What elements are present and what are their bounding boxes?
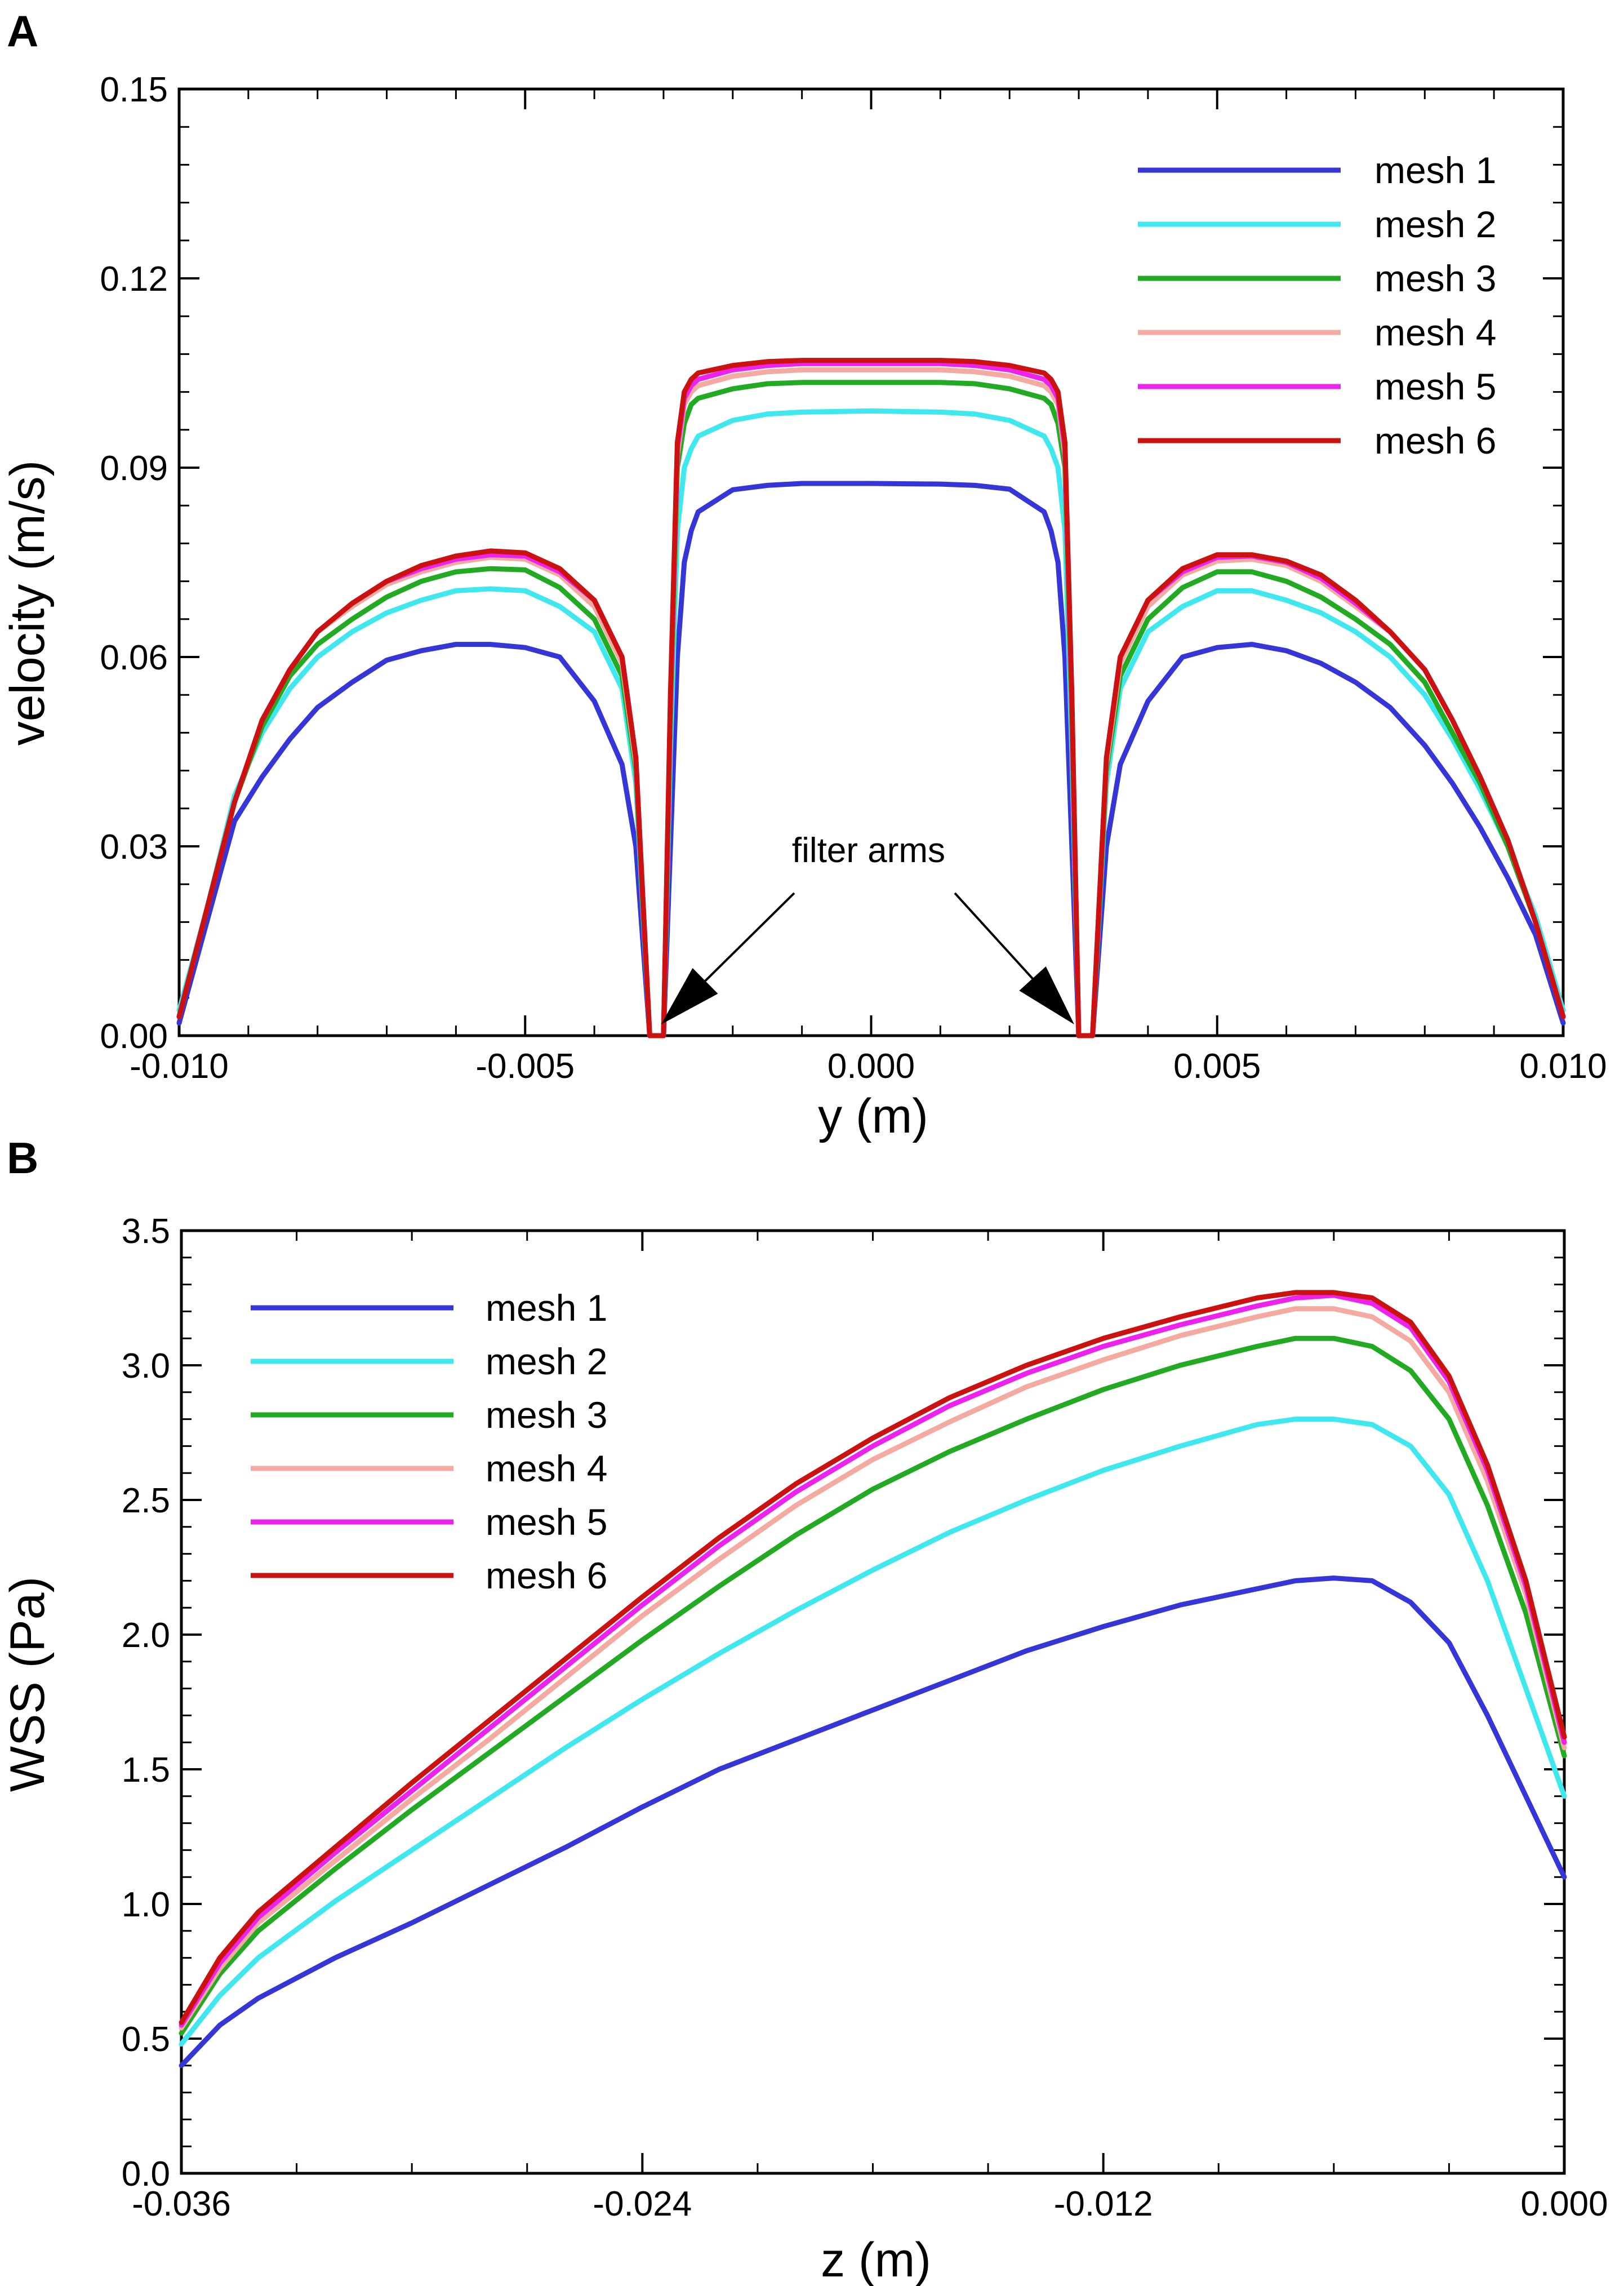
plot-frame [180, 1229, 1566, 2175]
y-tick-label: 1.5 [122, 1751, 170, 1790]
series-line-mesh-3 [179, 1335, 1567, 2036]
x-tick-label: -0.024 [593, 2185, 692, 2223]
panel-a-series [176, 358, 1566, 1038]
legend-label: mesh 2 [486, 1340, 607, 1382]
panel-a-axes: -0.010 -0.005 0.000 0.005 0.010 0.00 0.03 0.06 0… [100, 70, 1607, 1086]
panel-b-y-title: WSS (Pa) [1, 1577, 55, 1792]
legend-label: mesh 3 [1374, 258, 1496, 299]
annotation-arrow-head [661, 967, 718, 1024]
legend-label: mesh 5 [486, 1501, 607, 1543]
y-tick-label: 0.12 [100, 260, 168, 299]
series-line-mesh-6 [179, 1290, 1567, 2025]
y-tick-label: 0.5 [122, 2020, 170, 2059]
legend-label: mesh 6 [1374, 420, 1496, 461]
legend-label: mesh 4 [486, 1448, 607, 1489]
series-line-mesh-2 [176, 408, 1566, 1038]
x-tick-label: 0.010 [1519, 1047, 1607, 1086]
annotation-arrow-shaft [704, 892, 795, 982]
legend-label: mesh 3 [486, 1394, 607, 1436]
legend-label: mesh 1 [486, 1287, 607, 1329]
y-tick-label: 2.0 [122, 1616, 170, 1655]
panel-b-legend: mesh 1 mesh 2 mesh 3 mesh 4 mesh 5 mesh 6 [251, 1287, 607, 1596]
series-line-mesh-5 [176, 361, 1566, 1038]
y-tick-label: 3.5 [122, 1212, 170, 1251]
y-tick-label: 0.06 [100, 638, 168, 677]
panel-a-y-title: velocity (m/s) [1, 460, 55, 745]
annotation-text: filter arms [792, 831, 945, 870]
y-tick-label: 0.00 [100, 1017, 168, 1056]
series-line-mesh-4 [176, 367, 1566, 1038]
panel-a-x-title: y (m) [818, 1089, 928, 1143]
x-tick-label: -0.036 [132, 2185, 231, 2223]
panel-b-x-title: z (m) [821, 2233, 931, 2286]
panel-a: A -0.010 -0.005 0.000 0.005 0.010 0.00 0.03 0.0… [1, 6, 1607, 1143]
series-line-mesh-6 [176, 358, 1566, 1038]
filter-arms-annotation: filter arms [661, 831, 1075, 1024]
y-tick-label: 0.0 [122, 2155, 170, 2194]
legend-label: mesh 1 [1374, 149, 1496, 191]
x-tick-label: -0.010 [130, 1047, 229, 1086]
y-tick-label: 1.0 [122, 1885, 170, 1924]
series-line-mesh-3 [176, 380, 1566, 1038]
annotation-arrow-shaft [954, 892, 1034, 979]
panel-a-legend: mesh 1 mesh 2 mesh 3 mesh 4 mesh 5 mesh 6 [1138, 149, 1496, 461]
x-tick-label: 0.005 [1173, 1047, 1261, 1086]
legend-label: mesh 6 [486, 1555, 607, 1596]
panel-b: B -0.036 -0.024 -0.012 0.000 0.0 0.5 1.0 1.5 2.0… [1, 1133, 1608, 2286]
series-line-mesh-4 [179, 1306, 1567, 2031]
series-line-mesh-1 [179, 1575, 1567, 2069]
series-line-mesh-2 [179, 1417, 1567, 2047]
annotation-arrow-head [1019, 966, 1075, 1024]
y-tick-label: 0.15 [100, 70, 168, 109]
legend-label: mesh 5 [1374, 366, 1496, 407]
y-tick-label: 0.09 [100, 449, 168, 488]
panel-a-label: A [7, 6, 38, 56]
series-line-mesh-1 [176, 481, 1566, 1038]
y-tick-label: 0.03 [100, 828, 168, 867]
panel-b-series [179, 1290, 1567, 2069]
y-tick-label: 2.5 [122, 1481, 170, 1520]
panel-b-label: B [7, 1133, 38, 1183]
x-tick-label: -0.012 [1054, 2185, 1153, 2223]
x-tick-label: 0.000 [1520, 2185, 1608, 2223]
legend-label: mesh 4 [1374, 312, 1496, 353]
series-line-mesh-5 [179, 1293, 1567, 2028]
x-tick-label: -0.005 [475, 1047, 575, 1086]
panel-b-axes: -0.036 -0.024 -0.012 0.000 0.0 0.5 1.0 1.5 2.0 2.… [122, 1212, 1608, 2223]
legend-label: mesh 2 [1374, 203, 1496, 245]
plot-frame [177, 87, 1565, 1037]
x-tick-label: 0.000 [827, 1047, 915, 1086]
y-tick-label: 3.0 [122, 1347, 170, 1386]
